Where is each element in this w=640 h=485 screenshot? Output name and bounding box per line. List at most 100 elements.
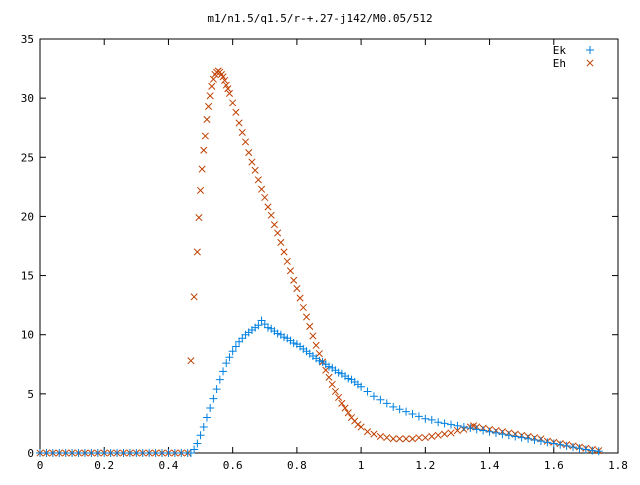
data-point-eh [270, 221, 278, 229]
data-point-ek [524, 434, 533, 443]
data-point-ek [536, 437, 545, 446]
data-point-eh [224, 85, 232, 93]
data-point-eh [209, 75, 217, 83]
data-point-eh [341, 404, 349, 412]
data-point-eh [283, 257, 291, 265]
data-point-ek [479, 426, 488, 435]
data-point-eh [193, 248, 201, 256]
data-point-ek [257, 316, 266, 325]
y-tick-label: 35 [21, 33, 34, 46]
data-point-eh [325, 373, 333, 381]
data-point-ek [199, 422, 208, 431]
data-point-eh [200, 146, 208, 154]
data-point-ek [402, 407, 411, 416]
data-point-ek [556, 440, 565, 449]
data-point-ek [222, 359, 231, 368]
chart-title: m1/n1.5/q1.5/r-+.27-j142/M0.05/512 [207, 12, 432, 25]
data-point-ek [382, 399, 391, 408]
data-point-eh [241, 138, 250, 146]
data-point-eh [248, 158, 256, 166]
data-point-ek [196, 431, 205, 440]
data-point-ek [186, 449, 195, 457]
data-point-eh [428, 432, 436, 440]
x-tick-label: 0 [37, 459, 44, 472]
data-point-eh [328, 380, 336, 388]
legend-label-ek: Ek [553, 44, 567, 57]
data-point-ek [254, 321, 263, 330]
data-point-eh [254, 176, 262, 184]
data-point-ek [459, 422, 468, 431]
y-tick-label: 25 [21, 151, 34, 164]
data-point-eh [197, 186, 205, 194]
data-point-ek [315, 356, 324, 365]
data-point-eh [251, 166, 259, 174]
data-point-eh [238, 128, 246, 136]
y-tick-label: 10 [21, 329, 34, 342]
data-point-eh [299, 303, 307, 312]
data-point-eh [264, 203, 272, 211]
x-tick-label: 1.8 [608, 459, 628, 472]
data-point-ek [549, 439, 558, 448]
data-point-ek [357, 382, 366, 391]
data-point-eh [354, 421, 362, 429]
plot-frame [39, 38, 619, 454]
y-tick-label: 20 [21, 210, 34, 223]
data-point-eh [434, 431, 442, 439]
data-point-eh [274, 229, 282, 237]
data-point-eh [421, 434, 429, 442]
data-point-eh [195, 214, 203, 222]
data-point-eh [338, 399, 346, 407]
data-point-ek [421, 414, 430, 423]
x-tick-label: 1 [358, 459, 365, 472]
data-point-ek [231, 342, 240, 351]
data-point-ek [543, 438, 552, 447]
data-point-ek [228, 347, 237, 356]
data-point-ek [491, 428, 500, 437]
data-point-eh [309, 332, 317, 340]
data-point-ek [594, 447, 603, 456]
plot-points [36, 67, 603, 457]
data-point-eh [312, 341, 320, 349]
data-point-eh [203, 115, 211, 123]
data-point-eh [222, 81, 230, 89]
data-point-eh [206, 92, 214, 100]
data-point-ek [212, 385, 221, 394]
data-point-eh [335, 393, 343, 401]
data-point-eh [296, 294, 304, 302]
data-point-ek [434, 418, 443, 427]
y-tick-label: 15 [21, 270, 34, 283]
data-point-ek [334, 368, 343, 377]
data-point-ek [190, 445, 199, 454]
data-point-ek [376, 395, 385, 404]
data-point-eh [357, 423, 365, 431]
data-point-ek [498, 430, 507, 439]
data-point-eh [232, 108, 240, 116]
x-tick-label: 0.2 [94, 459, 114, 472]
legend-marker-eh [586, 59, 594, 67]
data-point-ek [485, 427, 494, 436]
data-point-eh [190, 293, 198, 301]
data-point-ek [427, 415, 436, 424]
data-point-eh [315, 350, 323, 358]
data-point-ek [219, 367, 228, 376]
data-point-ek [193, 439, 202, 448]
x-tick-label: 0.8 [287, 459, 307, 472]
x-tick-label: 0.4 [159, 459, 179, 472]
data-point-eh [245, 149, 253, 157]
y-tick-label: 30 [21, 92, 34, 105]
data-point-ek [363, 387, 372, 396]
data-point-ek [202, 413, 211, 422]
data-point-eh [205, 102, 213, 110]
data-point-eh [201, 132, 209, 140]
x-tick-label: 0.6 [223, 459, 243, 472]
series-eh [36, 67, 603, 457]
data-point-eh [302, 313, 311, 321]
data-point-ek [215, 375, 224, 384]
data-point-ek [581, 445, 590, 454]
data-point-eh [261, 193, 269, 202]
data-point-ek [472, 425, 481, 434]
data-point-ek [517, 433, 526, 442]
data-point-eh [219, 73, 227, 81]
data-point-ek [511, 432, 520, 441]
data-point-eh [306, 322, 314, 330]
